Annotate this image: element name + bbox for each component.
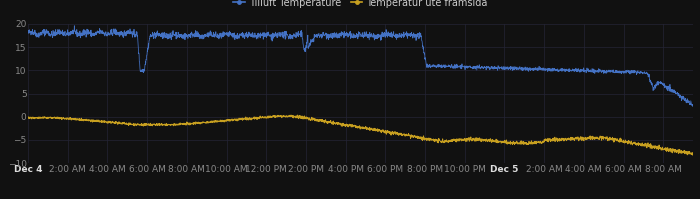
- Legend: Tilluft Temperature, Temperatur ute framsida: Tilluft Temperature, Temperatur ute fram…: [230, 0, 491, 12]
